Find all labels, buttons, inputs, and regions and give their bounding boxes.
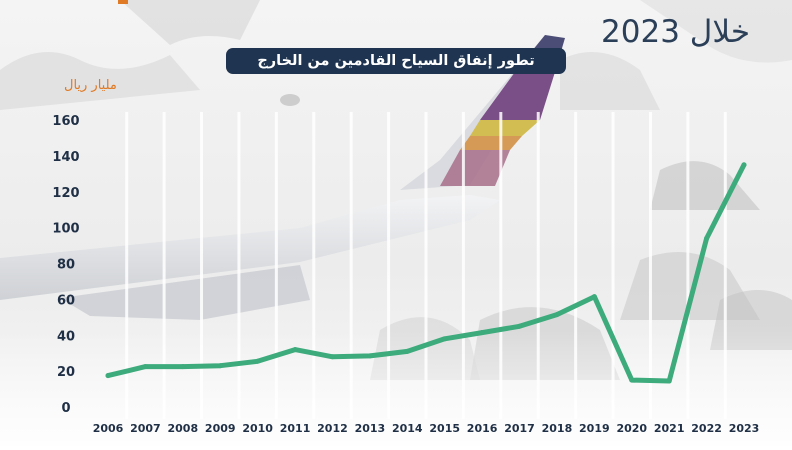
x-tick-label: 2018 [542,422,573,435]
data-point [105,373,111,379]
gridline [611,112,615,419]
accent-mark [118,0,128,4]
data-point [255,358,261,364]
data-point [329,354,335,360]
data-point [180,364,186,370]
data-point [704,235,710,241]
data-point [629,377,635,383]
x-tick-label: 2017 [504,422,535,435]
gridline [349,112,353,419]
data-point [217,363,223,369]
y-tick-label: 20 [57,365,75,380]
gridline [686,112,690,419]
gridline [723,112,727,419]
gridline [574,112,578,419]
x-tick-label: 2013 [355,422,386,435]
x-tick-label: 2021 [654,422,685,435]
x-tick-label: 2014 [392,422,423,435]
series-line [105,162,747,384]
data-point [442,336,448,342]
y-tick-label: 120 [52,186,79,201]
gridline [237,112,241,419]
x-tick-label: 2010 [242,422,273,435]
y-axis-ticks: 0 20 40 60 80 100 120 140 160 [52,114,79,416]
data-point [591,294,597,300]
headline: خلال 2023 [601,14,750,50]
data-point [142,364,148,370]
gridline [648,112,652,419]
y-tick-label: 100 [52,222,79,237]
data-point [666,378,672,384]
gridline [536,112,540,419]
gridline [312,112,316,419]
gridline [162,112,166,419]
x-axis-ticks: 2006 2007 2008 2009 2010 2011 2012 2013 2014 2015… [93,422,760,435]
y-tick-label: 160 [52,114,79,129]
x-tick-label: 2022 [691,422,722,435]
y-tick-label: 80 [57,258,75,273]
chart-title: تطور إنفاق السياح القادمين من الخارج [226,48,566,74]
x-tick-label: 2020 [616,422,647,435]
chart-gridlines [125,112,727,419]
airplane-wing-illustration [0,35,565,320]
x-tick-label: 2015 [429,422,460,435]
gridline [125,112,129,419]
x-tick-label: 2016 [467,422,498,435]
x-tick-label: 2011 [280,422,311,435]
series-points [105,162,747,384]
gridline [499,112,503,419]
data-point [479,330,485,336]
y-tick-label: 0 [61,401,70,416]
data-point [741,162,747,168]
data-point [367,353,373,359]
gridline [200,112,204,419]
x-tick-label: 2007 [130,422,161,435]
data-point [292,347,298,353]
y-tick-label: 60 [57,293,75,308]
x-tick-label: 2008 [168,422,199,435]
data-point [404,348,410,354]
y-tick-label: 40 [57,329,75,344]
x-tick-label: 2012 [317,422,348,435]
y-tick-label: 140 [52,150,79,165]
x-tick-label: 2019 [579,422,610,435]
y-axis-unit-label: مليار ريال [64,78,117,93]
gridline [424,112,428,419]
data-point [554,312,560,318]
x-tick-label: 2006 [93,422,124,435]
x-tick-label: 2009 [205,422,236,435]
gridline [461,112,465,419]
gridline [387,112,391,419]
x-tick-label: 2023 [729,422,760,435]
data-point [517,323,523,329]
gridline [274,112,278,419]
